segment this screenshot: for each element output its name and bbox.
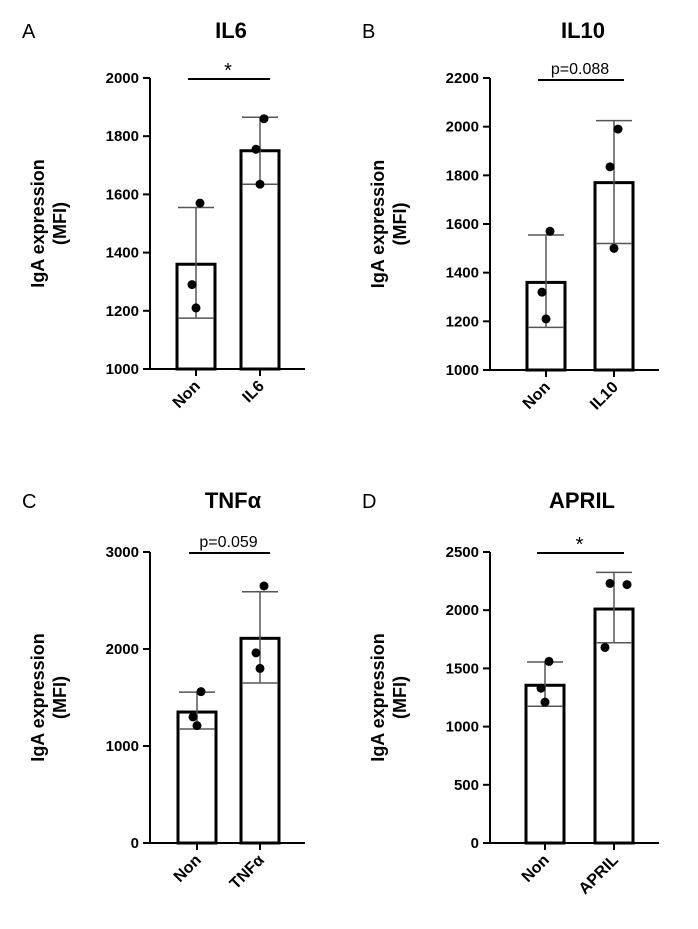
y-tick-label: 1600 — [106, 186, 139, 203]
x-tick-label: Non — [520, 379, 554, 413]
y-tick-label: 1500 — [446, 660, 479, 677]
y-tick-label: 0 — [131, 835, 139, 852]
chart-title: APRIL — [549, 488, 615, 513]
data-point — [540, 697, 550, 707]
significance-label: p=0.059 — [199, 534, 257, 551]
y-tick-label: 2000 — [446, 602, 479, 619]
data-point — [255, 179, 265, 189]
y-axis-label-line: IgA expression — [28, 159, 48, 287]
x-tick-label: Non — [171, 852, 205, 886]
panel-letter: B — [362, 21, 375, 43]
data-point — [622, 580, 632, 590]
y-tick-label: 1000 — [446, 362, 479, 379]
significance-label: * — [576, 534, 584, 556]
data-point — [544, 656, 554, 666]
y-tick-label: 2500 — [446, 544, 479, 561]
data-point — [613, 124, 623, 134]
chart-title: IL10 — [561, 18, 605, 43]
chart-panel-a: A IL6 IgA expression (MFI) 1000 1200 1400 1600 1… — [22, 18, 305, 412]
y-tick-label: 1200 — [106, 303, 139, 320]
y-axis-label: IgA expression (MFI) — [368, 160, 410, 288]
data-point — [537, 287, 547, 297]
data-point — [191, 303, 201, 313]
data-point — [188, 712, 198, 722]
panel-letter: A — [22, 21, 36, 43]
y-tick-label: 3000 — [106, 544, 139, 561]
chart-panel-d: D APRIL IgA expression (MFI) 0 500 1000 1500 200… — [362, 488, 659, 898]
chart-panel-c: C TNFα IgA expression (MFI) 0 1000 2000 3000 Non… — [22, 488, 305, 893]
y-tick-label: 1800 — [106, 128, 139, 145]
data-point — [251, 144, 261, 154]
data-point — [255, 663, 265, 673]
data-point — [192, 721, 202, 731]
y-tick-label: 1000 — [446, 719, 479, 736]
data-point — [541, 314, 551, 324]
y-tick-label: 1600 — [446, 216, 479, 233]
y-tick-label: 500 — [454, 777, 479, 794]
data-point — [600, 642, 610, 652]
y-axis-label-line: (MFI) — [390, 203, 410, 246]
y-tick-label: 1000 — [106, 361, 139, 378]
y-tick-label: 2000 — [446, 119, 479, 136]
y-tick-label: 1800 — [446, 167, 479, 184]
y-axis-label-line: IgA expression — [368, 633, 388, 761]
data-point — [195, 198, 205, 208]
y-tick-label: 0 — [471, 835, 479, 852]
y-axis-label: IgA expression (MFI) — [368, 633, 410, 761]
data-point — [251, 648, 261, 658]
data-point — [605, 578, 615, 588]
significance-label: p=0.088 — [551, 61, 609, 78]
data-point — [605, 162, 615, 172]
x-tick-label: APRIL — [576, 852, 622, 898]
y-axis-label-line: (MFI) — [50, 202, 70, 245]
data-point — [259, 581, 269, 591]
y-tick-label: 1400 — [106, 245, 139, 262]
data-point — [545, 226, 555, 236]
y-axis-label-line: (MFI) — [390, 676, 410, 719]
y-tick-label: 2000 — [106, 641, 139, 658]
y-axis-label: IgA expression (MFI) — [28, 159, 70, 287]
bar-non — [176, 710, 218, 845]
y-tick-label: 2200 — [446, 70, 479, 87]
x-tick-label: TNFα — [227, 852, 268, 893]
y-axis-label-line: IgA expression — [368, 160, 388, 288]
y-tick-label: 1400 — [446, 265, 479, 282]
y-axis-label-line: IgA expression — [28, 633, 48, 761]
x-tick-label: IL6 — [239, 378, 267, 406]
chart-title: TNFα — [205, 488, 262, 513]
y-tick-label: 1000 — [106, 738, 139, 755]
y-tick-label: 1200 — [446, 313, 479, 330]
significance-label: * — [224, 60, 232, 82]
panel-letter: C — [22, 491, 36, 513]
data-point — [259, 114, 269, 124]
y-tick-label: 2000 — [106, 70, 139, 87]
chart-title: IL6 — [215, 18, 247, 43]
data-point — [196, 687, 206, 697]
x-tick-label: Non — [170, 378, 204, 412]
bar-non — [524, 683, 566, 845]
chart-panel-b: B IL10 IgA expression (MFI) 1000 1200 1400 1600… — [362, 18, 659, 413]
panel-letter: D — [362, 491, 376, 513]
x-tick-label: IL10 — [587, 379, 622, 414]
data-point — [187, 280, 197, 290]
x-tick-label: Non — [519, 852, 553, 886]
bar-april — [593, 607, 635, 845]
y-axis-label: IgA expression (MFI) — [28, 633, 70, 761]
y-axis-label-line: (MFI) — [50, 676, 70, 719]
data-point — [609, 243, 619, 253]
data-point — [536, 683, 546, 693]
